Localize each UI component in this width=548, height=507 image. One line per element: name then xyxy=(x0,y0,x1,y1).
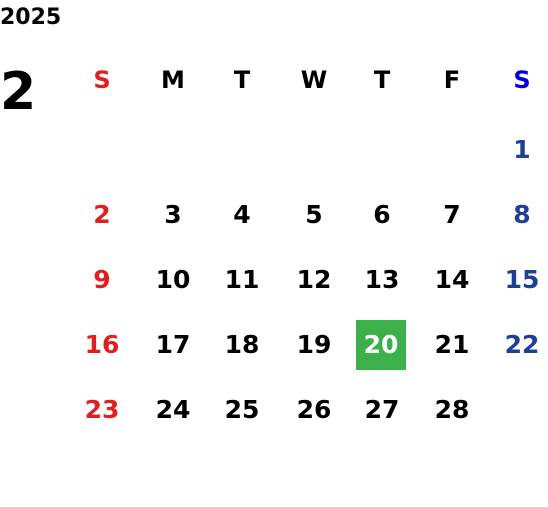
day-number: 22 xyxy=(505,330,540,359)
day-number: 19 xyxy=(297,330,332,359)
day-number: 27 xyxy=(365,395,400,424)
day-number: 20 xyxy=(364,330,399,359)
day-number: 18 xyxy=(225,330,260,359)
day-number: 17 xyxy=(156,330,191,359)
day-number: 11 xyxy=(225,265,260,294)
day-number: 25 xyxy=(225,395,260,424)
weekday-label: W xyxy=(301,66,327,94)
day-number: 5 xyxy=(305,200,322,229)
day-number: 28 xyxy=(435,395,470,424)
day-number: 8 xyxy=(513,200,530,229)
weekday-label: T xyxy=(374,66,391,94)
day-number: 13 xyxy=(365,265,400,294)
day-number: 6 xyxy=(373,200,390,229)
weekday-label: S xyxy=(513,66,530,94)
day-number: 10 xyxy=(156,265,191,294)
day-number: 21 xyxy=(435,330,470,359)
day-number: 7 xyxy=(443,200,460,229)
day-number: 1 xyxy=(513,135,530,164)
weekday-label: T xyxy=(234,66,251,94)
day-number: 4 xyxy=(233,200,250,229)
day-number: 14 xyxy=(435,265,470,294)
day-number: 16 xyxy=(85,330,120,359)
day-number: 12 xyxy=(297,265,332,294)
day-number: 26 xyxy=(297,395,332,424)
year: 2025 xyxy=(0,5,61,30)
weekday-label: S xyxy=(93,66,110,94)
day-number: 9 xyxy=(93,265,110,294)
day-number: 2 xyxy=(93,200,110,229)
highlight-box xyxy=(356,320,406,370)
day-number: 15 xyxy=(505,265,540,294)
day-number: 23 xyxy=(85,395,120,424)
weekday-label: F xyxy=(444,66,460,94)
day-number: 3 xyxy=(164,200,181,229)
weekday-label: M xyxy=(161,66,185,94)
month: 2 xyxy=(0,62,36,122)
day-number: 24 xyxy=(156,395,191,424)
